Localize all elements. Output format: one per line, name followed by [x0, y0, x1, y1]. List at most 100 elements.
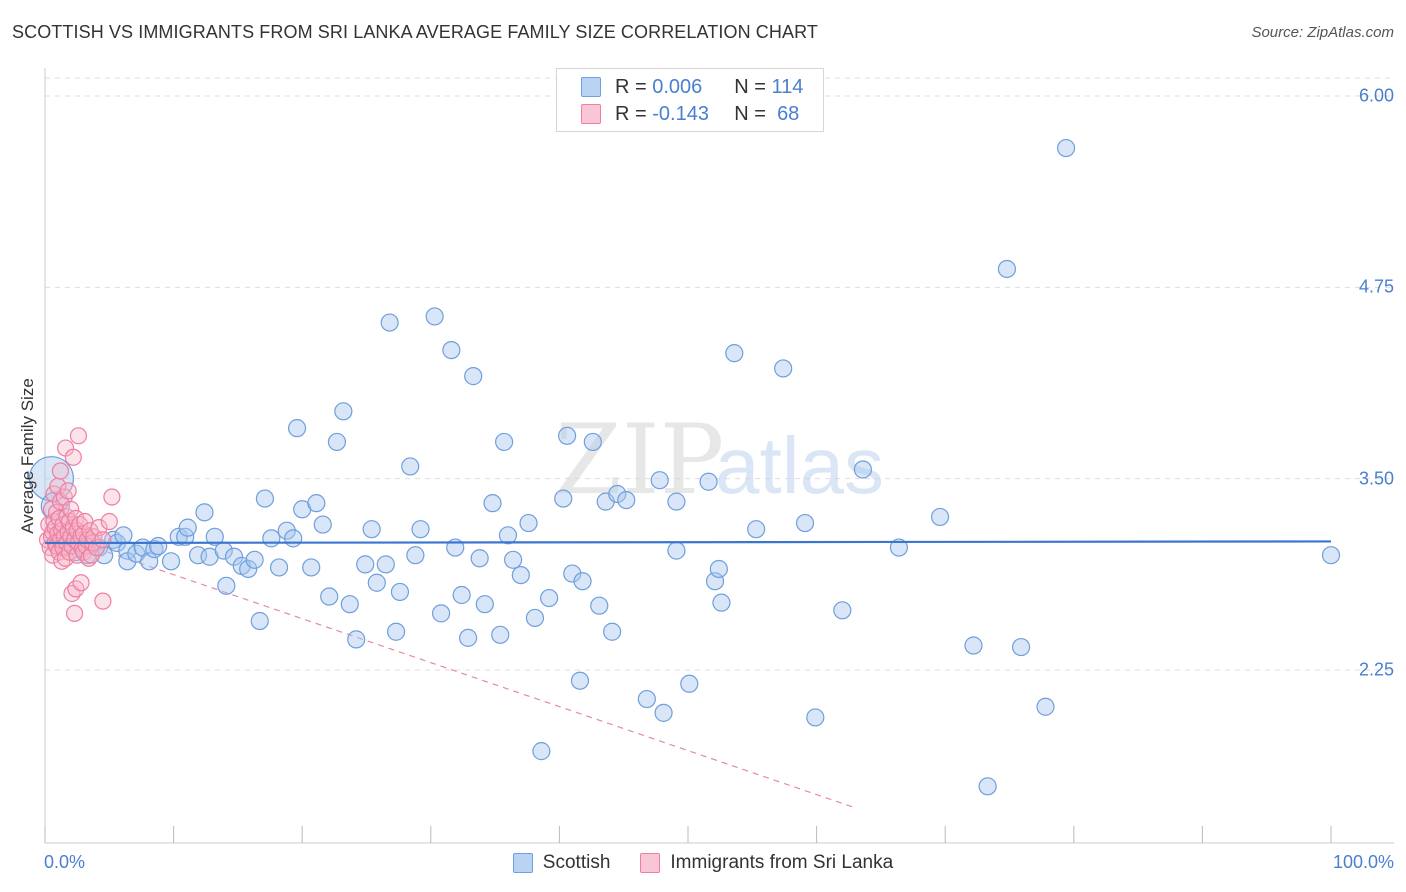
scottish-point [511, 565, 530, 585]
scottish-point [458, 628, 478, 647]
legend-swatch-scottish [581, 77, 601, 97]
scottish-point [532, 742, 551, 761]
scottish-point [367, 573, 386, 592]
scottish-point [307, 494, 326, 513]
scottish-point [930, 507, 950, 527]
scottish-point [362, 520, 381, 539]
sri-lanka-point [69, 427, 88, 445]
scottish-point [114, 526, 133, 545]
sri-lanka-point [100, 512, 118, 531]
scottish-point [725, 344, 744, 363]
legend-n-value: 114 [771, 75, 804, 98]
sri-lanka-point [64, 448, 82, 466]
scottish-point [964, 636, 983, 655]
series-legend-scottish: Scottish [512, 852, 611, 874]
scottish-point [217, 576, 236, 595]
scottish-point [161, 552, 181, 571]
scottish-point [327, 432, 347, 452]
scottish-point [889, 538, 909, 557]
scottish-point [603, 622, 622, 641]
sri-lanka-point [94, 592, 112, 610]
series-legend: Scottish Immigrants from Sri Lanka [0, 852, 1406, 874]
scottish-point [347, 630, 366, 649]
y-tick-label: 3.50 [1358, 468, 1394, 489]
scottish-point [425, 307, 444, 326]
legend-n-label: N = [734, 75, 766, 98]
scottish-label: Scottish [542, 852, 611, 873]
scottish-point [997, 259, 1017, 279]
scottish-point [483, 494, 502, 513]
scottish-point [680, 674, 699, 693]
sri-lanka-point [65, 604, 84, 622]
scottish-point [195, 503, 214, 522]
scottish-point [709, 559, 728, 579]
scottish-point [245, 550, 264, 569]
scottish-point [239, 559, 258, 579]
scottish-point [978, 777, 997, 796]
scottish-point [313, 515, 332, 534]
scottish-point [334, 402, 353, 421]
sri-lanka-point [103, 488, 121, 506]
scottish-point [1011, 637, 1031, 657]
scottish-point [406, 546, 425, 565]
scottish-point [495, 432, 514, 452]
scottish-point [320, 587, 339, 606]
sri-lanka-trend-segment [44, 530, 856, 809]
scottish-point [149, 536, 168, 556]
sri-lanka-swatch [640, 853, 661, 873]
legend-row-scottish: R = 0.006 N = 114 [581, 74, 803, 100]
scottish-point [224, 547, 244, 566]
y-tick-label: 4.75 [1358, 276, 1394, 297]
scottish-point [284, 529, 303, 548]
scottish-point [519, 513, 538, 533]
scottish-point [583, 432, 602, 452]
scottish-point [470, 549, 489, 568]
scottish-point [401, 457, 420, 476]
scottish-point [563, 564, 582, 583]
scottish-point [411, 520, 430, 539]
scottish-point [712, 593, 731, 612]
x-tick-label-min: 0.0% [44, 852, 86, 872]
scottish-point [491, 625, 510, 644]
scottish-point [205, 527, 224, 546]
sri-lanka-point [51, 462, 70, 480]
scottish-point [853, 460, 872, 479]
sri-lanka-point [94, 531, 112, 549]
x-tick-label-max: 100.0% [1332, 852, 1394, 872]
scottish-point [340, 595, 359, 614]
sri-lanka-point [71, 515, 89, 534]
scottish-point [525, 608, 545, 628]
scottish-point [431, 604, 451, 623]
scottish-trend-segment [44, 540, 1332, 545]
scottish-point [650, 471, 669, 490]
scottish-point [617, 490, 636, 510]
scottish-point [504, 550, 523, 569]
scottish-point [1321, 546, 1341, 565]
scottish-point [464, 367, 483, 386]
sri-lanka-point [76, 512, 94, 531]
correlation-legend: R = 0.006 N = 114 R = -0.143 N = 68 [556, 68, 824, 132]
scottish-point [833, 601, 852, 620]
scottish-point [390, 582, 410, 602]
legend-r-label: R = [615, 75, 647, 98]
scottish-point [699, 472, 718, 491]
scottish-point [1056, 138, 1076, 158]
sri-lanka-label: Immigrants from Sri Lanka [670, 852, 894, 873]
scottish-point [498, 526, 518, 545]
scottish-point [188, 546, 208, 565]
scottish-point [475, 595, 494, 614]
legend-swatch-sri-lanka [581, 104, 601, 124]
scottish-point [573, 572, 592, 591]
scottish-point [608, 484, 627, 504]
source-label: Source: ZipAtlas.com [1251, 24, 1394, 41]
sri-lanka-point [85, 528, 103, 546]
scottish-swatch [512, 853, 533, 873]
scottish-point [302, 558, 321, 577]
y-tick-label: 6.00 [1358, 85, 1394, 106]
scottish-point [287, 419, 307, 438]
chart-title: SCOTTISH VS IMMIGRANTS FROM SRI LANKA AV… [12, 22, 818, 42]
legend-n-value: 68 [777, 102, 800, 125]
legend-n-label: N = [734, 102, 766, 125]
scottish-point [442, 340, 461, 360]
